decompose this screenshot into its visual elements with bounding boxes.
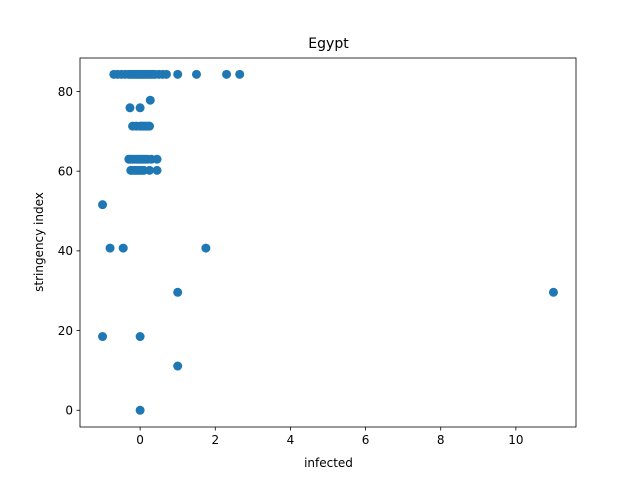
x-tick-label: 0 bbox=[136, 433, 144, 447]
data-point bbox=[173, 69, 183, 79]
data-point bbox=[118, 243, 128, 253]
y-tick-label: 60 bbox=[58, 164, 73, 178]
data-point bbox=[173, 287, 183, 297]
data-point bbox=[135, 405, 145, 415]
data-point bbox=[548, 287, 558, 297]
data-point bbox=[135, 103, 145, 113]
y-tick-label: 40 bbox=[58, 244, 73, 258]
data-point bbox=[191, 69, 201, 79]
axes-layer: 0 2 4 6 8 10 0 20 40 60 80 bbox=[58, 57, 577, 447]
points-layer bbox=[98, 69, 558, 415]
x-tick-label: 2 bbox=[211, 433, 219, 447]
data-point bbox=[145, 165, 155, 175]
x-tick-label: 8 bbox=[437, 433, 445, 447]
plot-frame bbox=[79, 57, 577, 428]
y-tick-label: 0 bbox=[65, 404, 73, 418]
data-point bbox=[173, 361, 183, 371]
y-axis-label: stringency index bbox=[32, 192, 46, 292]
data-point bbox=[152, 154, 162, 164]
chart-title: Egypt bbox=[308, 36, 349, 52]
y-tick-label: 20 bbox=[58, 324, 73, 338]
x-tick-label: 6 bbox=[362, 433, 370, 447]
data-point bbox=[201, 243, 211, 253]
x-axis-label: infected bbox=[304, 456, 353, 470]
data-point bbox=[105, 243, 115, 253]
data-point bbox=[135, 332, 145, 342]
data-point bbox=[98, 332, 108, 342]
data-point bbox=[125, 103, 135, 113]
data-point bbox=[145, 121, 155, 131]
x-tick-label: 4 bbox=[287, 433, 295, 447]
data-point bbox=[145, 95, 155, 105]
x-tick-label: 10 bbox=[508, 433, 523, 447]
data-point bbox=[222, 69, 232, 79]
data-point bbox=[98, 200, 108, 210]
data-point bbox=[161, 69, 171, 79]
data-point bbox=[152, 165, 162, 175]
y-tick-label: 80 bbox=[58, 85, 73, 99]
data-point bbox=[235, 69, 245, 79]
